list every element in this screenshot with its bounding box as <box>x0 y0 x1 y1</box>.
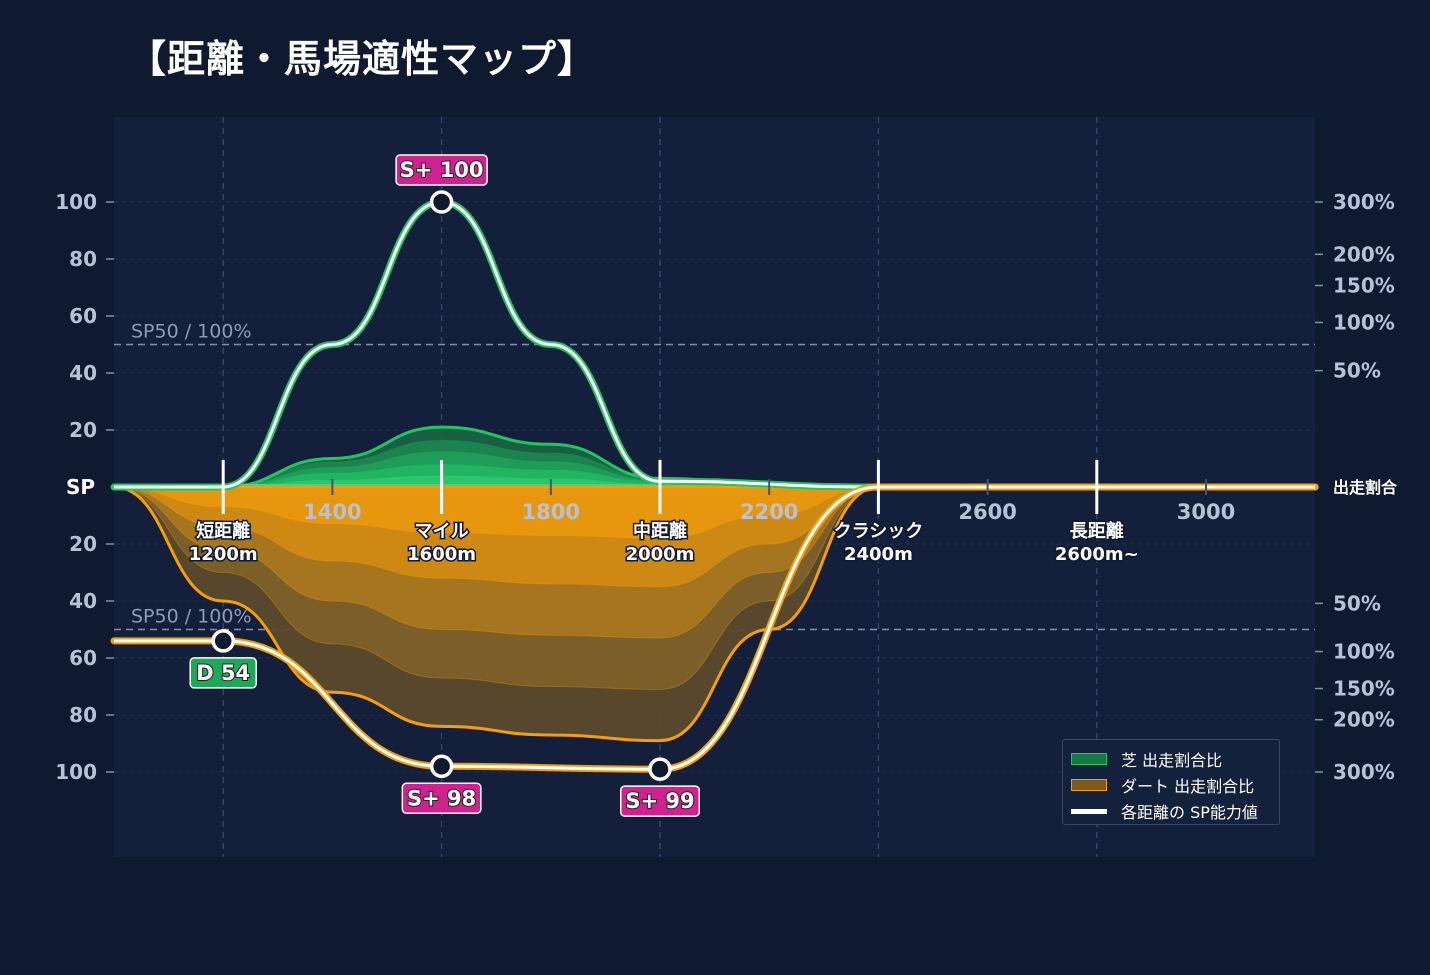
legend: 芝 出走割合比 ダート 出走割合比 各距離の SP能力値 <box>1062 739 1280 825</box>
y-right-center-label: 出走割合 <box>1333 478 1398 497</box>
y-axis-center-label: SP <box>66 475 95 499</box>
sp-marker <box>429 190 454 214</box>
y-tick-label-dirt: 100 <box>55 760 97 784</box>
y-tick-label-turf: 60 <box>69 304 97 328</box>
legend-item-dirt: ダート 出走割合比 <box>1071 772 1271 798</box>
category-label: 長距離 <box>1070 520 1124 542</box>
sp-badge-box <box>620 785 700 817</box>
sp-badge: S+ 98 <box>401 782 482 815</box>
category-sublabel: 1200m <box>189 544 258 565</box>
y-right-tick-label-dirt: 50% <box>1333 591 1381 615</box>
legend-swatch-sp <box>1071 808 1107 814</box>
y-tick-label-turf: 40 <box>69 361 97 385</box>
sp-line-dirt <box>114 485 1316 771</box>
category-label: クラシック <box>834 521 924 542</box>
y-tick-label-dirt: 80 <box>69 703 97 727</box>
x-tick-label: 1800 <box>522 500 580 524</box>
y-right-tick-label-dirt: 100% <box>1333 640 1395 664</box>
y-right-tick-label-dirt: 300% <box>1333 760 1395 784</box>
x-tick-label: 2200 <box>740 500 798 524</box>
category-sublabel: 2400m <box>844 544 913 565</box>
sp-marker <box>429 754 454 779</box>
sp-badge: S+ 99 <box>620 785 700 817</box>
category-label: 中距離 <box>633 520 687 542</box>
legend-label-turf: 芝 出走割合比 <box>1121 751 1223 770</box>
sp-badge-box <box>401 782 482 815</box>
chart-title: 【距離・馬場適性マップ】 <box>128 37 597 81</box>
legend-label-sp: 各距離の SP能力値 <box>1121 803 1258 822</box>
y-right-tick-label-dirt: 150% <box>1333 677 1395 701</box>
category-sublabel: 2600m~ <box>1055 544 1139 565</box>
x-tick-label: 2600 <box>958 500 1016 524</box>
sp-badge-label: S+ 98 <box>407 786 476 810</box>
reference-line-label: SP50 / 100% <box>131 606 252 628</box>
y-tick-label-dirt: 20 <box>69 532 97 556</box>
y-tick-label-dirt: 60 <box>69 646 97 670</box>
sp-badge-label: D 54 <box>196 661 250 685</box>
y-right-tick-label-turf: 200% <box>1333 242 1395 266</box>
sp-badge-box <box>189 657 257 689</box>
sp-marker <box>648 757 672 781</box>
legend-swatch-dirt <box>1071 779 1107 791</box>
y-tick-label-turf: 80 <box>69 247 97 271</box>
legend-item-turf: 芝 出走割合比 <box>1071 746 1271 772</box>
reference-line-label: SP50 / 100% <box>131 321 252 343</box>
y-right-tick-label-turf: 100% <box>1333 310 1395 334</box>
legend-item-sp: 各距離の SP能力値 <box>1071 798 1271 824</box>
sp-badge: S+ 100 <box>395 154 488 186</box>
sp-badge-box <box>395 154 488 186</box>
y-tick-label-turf: 100 <box>55 190 97 214</box>
x-tick-label: 3000 <box>1177 500 1235 524</box>
x-tick-label: 1400 <box>303 500 361 524</box>
sp-badge-label: S+ 99 <box>625 789 694 813</box>
legend-label-dirt: ダート 出走割合比 <box>1121 777 1255 796</box>
y-tick-label-turf: 20 <box>69 418 97 442</box>
y-tick-label-dirt: 40 <box>69 589 97 613</box>
sp-badge: D 54 <box>189 657 257 689</box>
category-sublabel: 2000m <box>626 544 695 565</box>
y-right-tick-label-turf: 50% <box>1333 359 1381 383</box>
sp-badge-label: S+ 100 <box>400 158 484 182</box>
y-right-tick-label-turf: 300% <box>1333 190 1395 214</box>
category-sublabel: 1600m <box>407 544 476 565</box>
legend-swatch-turf <box>1071 753 1107 765</box>
category-label: マイル <box>415 521 469 542</box>
category-label: 短距離 <box>196 520 250 542</box>
sp-marker <box>211 629 235 653</box>
y-right-tick-label-turf: 150% <box>1333 273 1395 297</box>
y-right-tick-label-dirt: 200% <box>1333 708 1395 732</box>
